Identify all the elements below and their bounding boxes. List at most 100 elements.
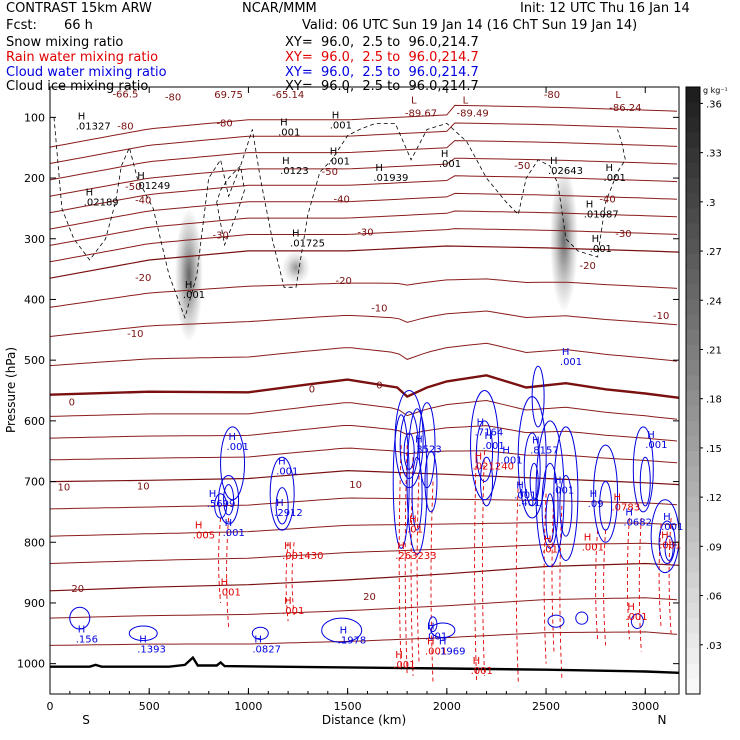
x-tick-label: 2500 [532,700,560,713]
isotherm-label: -89.67 [405,109,437,120]
colorbar-tick-label: .36 [706,99,722,110]
isotherm-line [49,228,678,263]
isotherm-line [49,175,678,214]
colorbar-tick-label: .12 [706,493,722,504]
field-snow-coords: XY= 96.0, 2.5 to 96.0,214.7 [285,35,479,50]
field-cloudwater-name: Cloud water mixing ratio [6,65,167,80]
colorbar-band [686,329,700,346]
rain-max-label: .005 [193,531,215,542]
cloud-water-contour [529,462,539,501]
cloud-water-contour [593,444,619,543]
cloud-water-contour [218,474,240,525]
rain-max-h-marker: H [473,656,481,667]
isotherm-label: -20 [580,261,596,272]
cloud-water-max-label: .2912 [274,508,303,519]
forecast-label: Fcst: [6,18,37,33]
cloud-water-contour [220,426,246,501]
cloud-water-contour [632,426,654,513]
colorbar-band [686,223,700,240]
isotherm-line [49,631,678,646]
y-tick-label: 300 [24,233,45,246]
colorbar-band [686,678,700,695]
rain-contour [430,481,434,682]
cloud-water-max-h-marker: H [254,635,262,646]
cloud-water-max-h-marker: H [663,512,671,523]
rain-contour [638,517,642,652]
isotherm-20 [49,562,680,592]
cloud-water-contour [541,462,559,549]
cloud-water-max-label: .0682 [623,517,652,528]
snow-max-label: .0123 [280,166,309,177]
isotherm-line [49,104,678,148]
isotherm-label: 10 [58,483,71,494]
isotherm-label: -30 [212,231,228,242]
y-tick-label: 400 [24,293,45,306]
isotherm-label: 69.75 [214,90,243,101]
field-rain-coords: XY= 96.0, 2.5 to 96.0,214.7 [285,50,479,65]
rain-contour [668,517,672,634]
cloud-water-max-label: .001 [223,528,245,539]
x-axis-title: Distance (km) [322,713,406,727]
cloud-water-contour [275,487,289,525]
rain-max-label: .001 [471,666,493,677]
temperature-low-marker: L [411,96,417,107]
colorbar-band [686,618,700,634]
rain-contour [398,445,402,670]
isotherm-line [49,122,678,164]
cloud-water-contour [630,613,644,629]
isotherm-line [49,399,678,420]
ice-shade-column [549,165,578,312]
cloud-water-contour [214,493,228,519]
colorbar: .36 .33 .3 .27 .24 .21 .18 .15 .12 .09 .06 .03 [685,86,722,695]
rain-max-label: .001430 [282,551,323,562]
forecast-hour: 66 h [64,18,93,33]
colorbar-band [686,390,700,407]
x-tick-label: 1500 [334,700,362,713]
rain-max-label: .01 [542,545,558,556]
ice-shade-column [174,208,203,342]
colorbar-band [686,542,700,558]
rain-max-h-marker: H [584,533,592,544]
cloud-water-contour [480,456,494,507]
isotherm-line [49,342,678,367]
cloud-water-max-label: .3523 [413,444,442,455]
cloud-water-max-label: .001 [227,442,249,453]
rain-max-h-marker: H [397,541,405,552]
colorbar-band [686,557,700,574]
cloud-water-max-h-marker: H [520,488,528,499]
snow-max-label: .001 [439,159,461,170]
snow-max-h-marker: H [137,171,145,182]
isotherm-label: 20 [71,584,84,595]
y-tick-label: 500 [24,354,45,367]
y-tick-label: 200 [24,172,45,185]
field-cloudwater-coords: XY= 96.0, 2.5 to 96.0,214.7 [285,65,479,80]
colorbar-band [686,405,700,422]
rain-max-label: .001 [282,606,304,617]
cloud-water-contour [251,626,269,640]
cloud-water-contour [547,614,565,628]
y-axis-title: Pressure (hPa) [4,347,18,433]
isotherm-label: -80 [165,92,181,103]
cloud-water-max-h-marker: H [554,476,562,487]
cloud-water-max-h-marker: H [562,347,570,358]
colorbar-tick-label: .33 [706,149,722,160]
isotherm-label: 10 [137,481,150,492]
cloud-water-contour [470,390,500,501]
colorbar-tick-label: .3 [706,198,716,209]
rain-contour [218,517,222,603]
snow-max-label: .001 [328,157,350,168]
rain-contour [559,505,563,679]
cloud-water-contour [523,432,541,507]
valid-time: Valid: 06 UTC Sun 19 Jan 14 (16 ChT Sun … [302,18,638,33]
cloud-water-max-h-marker: H [427,621,435,632]
snow-max-label: .001 [604,173,626,184]
temperature-low-marker: L [615,90,621,101]
terrain-line [50,655,680,674]
isotherm-layer [49,104,680,646]
colorbar-band [686,284,700,300]
colorbar-band [686,572,700,589]
cloud-water-max-label: .5699 [207,499,236,510]
label-layer: -66.5 -80 69.75 -65.14 -80 -80 -89.67 -89.49 -80… [58,89,684,677]
isotherm-label: 0 [309,384,315,395]
y-tick-label: 100 [24,111,45,124]
